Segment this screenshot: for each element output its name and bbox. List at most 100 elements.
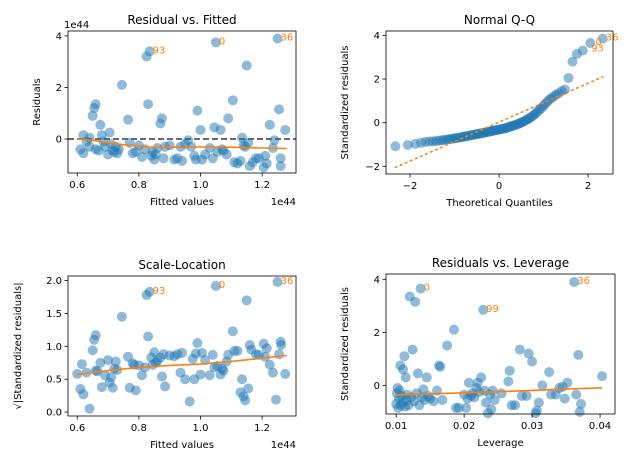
data-point (90, 330, 101, 341)
data-point (448, 324, 459, 335)
data-point (221, 149, 232, 160)
data-point (195, 369, 206, 380)
data-point (585, 38, 596, 49)
data-point (428, 396, 439, 407)
point-annotation: 36 (606, 33, 619, 44)
point-annotation: 0 (219, 280, 225, 291)
data-point (227, 95, 238, 106)
data-point (260, 351, 271, 362)
data-point (144, 46, 155, 57)
x-tick-label: 1.0 (193, 423, 209, 434)
point-annotation: 0 (424, 283, 430, 294)
x-tick-label: 0.6 (69, 423, 85, 434)
data-point (261, 343, 272, 354)
data-point (567, 56, 578, 67)
data-point (241, 295, 252, 306)
data-point (597, 33, 608, 44)
data-point (232, 345, 243, 356)
data-point (143, 99, 154, 110)
data-point (597, 371, 608, 382)
data-point (504, 365, 515, 376)
data-point (270, 394, 281, 405)
data-point (76, 359, 87, 370)
data-point (276, 340, 287, 351)
y-axis-label: Standardized residuals (340, 287, 351, 401)
x-offset-text: 1e44 (271, 197, 296, 208)
y-tick-label: 2 (374, 75, 380, 86)
data-point (180, 374, 191, 385)
y-tick-label: 1.5 (46, 309, 62, 320)
axes-frame (67, 30, 297, 174)
x-tick-label: 1.2 (254, 423, 270, 434)
point-annotation: 0 (596, 37, 602, 48)
data-point (116, 79, 127, 90)
x-axis-label: Fitted values (150, 440, 214, 451)
data-point (463, 377, 474, 388)
data-point (218, 365, 229, 376)
data-point (204, 370, 215, 381)
x-tick-label: 1.0 (193, 180, 209, 191)
data-point (164, 140, 175, 151)
panel-resid-leverage: Residuals vs. Leverage 0 99 36 0.01 0.02 0.03 0… (340, 256, 616, 449)
chart-title: Residual vs. Fitted (127, 13, 236, 27)
data-point (116, 311, 127, 322)
data-point (487, 385, 498, 396)
data-point (107, 382, 118, 393)
data-point (87, 345, 98, 356)
y-tick-label: 0.5 (46, 375, 62, 386)
data-point (136, 152, 147, 163)
data-point (210, 37, 221, 48)
data-point (243, 383, 254, 394)
data-point (527, 356, 538, 367)
data-point (269, 135, 280, 146)
data-point (533, 397, 544, 408)
data-point (390, 141, 401, 152)
data-point (223, 113, 234, 124)
data-point (237, 374, 248, 385)
data-point (160, 381, 171, 392)
point-annotation: 99 (486, 304, 499, 315)
y-tick-label: 0 (374, 381, 380, 392)
data-point (562, 377, 573, 388)
y-axis-label: Residuals (32, 78, 43, 125)
x-tick-label: 0.04 (589, 421, 611, 432)
data-point (272, 33, 283, 44)
data-point (402, 139, 413, 150)
x-axis-label: Leverage (477, 438, 523, 449)
data-point (243, 137, 254, 148)
data-point (480, 397, 491, 408)
data-point (576, 398, 587, 409)
x-tick-label: 0.02 (453, 421, 475, 432)
data-point (184, 396, 195, 407)
x-tick-label: 1.2 (254, 180, 270, 191)
data-point (227, 326, 238, 337)
data-point (280, 124, 291, 135)
data-point (158, 153, 169, 164)
point-annotation: 36 (577, 276, 590, 287)
data-point (143, 331, 154, 342)
data-point (476, 372, 487, 383)
data-point (274, 104, 285, 115)
data-point (410, 296, 421, 307)
chart-title: Residuals vs. Leverage (432, 256, 569, 270)
y-tick-label: 2.0 (46, 276, 62, 287)
data-point (192, 105, 203, 116)
data-point (177, 155, 187, 166)
x-tick-label: 2 (585, 181, 591, 192)
data-point (573, 349, 584, 360)
y-tick-label: 1.0 (46, 342, 62, 353)
data-point (78, 148, 89, 159)
data-point (275, 161, 286, 172)
data-point (136, 370, 147, 381)
data-point (144, 286, 155, 297)
data-point (87, 110, 98, 121)
data-point (261, 158, 272, 169)
lowess-line (77, 354, 287, 376)
data-point (264, 359, 275, 370)
data-point (435, 361, 446, 372)
x-axis-label: Theoretical Quantiles (445, 198, 553, 209)
data-point (415, 283, 426, 294)
data-point (421, 372, 432, 383)
